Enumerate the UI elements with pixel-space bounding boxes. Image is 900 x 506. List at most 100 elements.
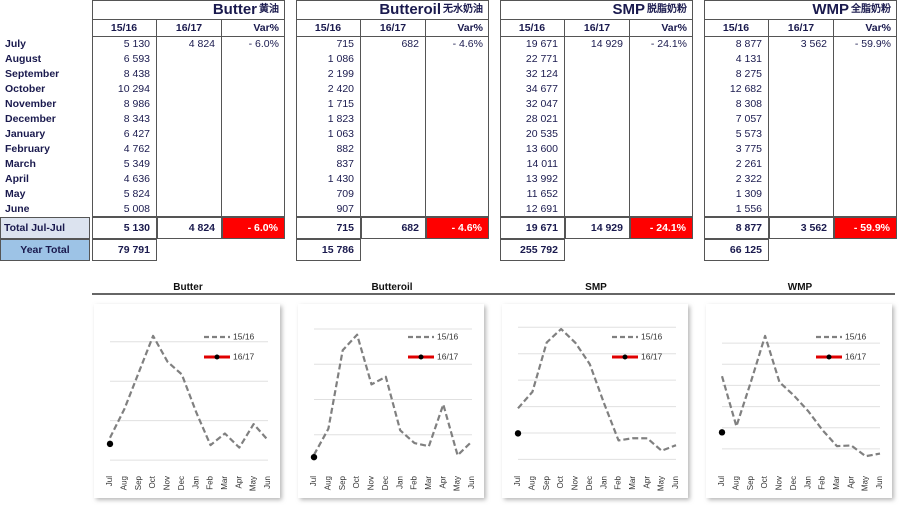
cell — [426, 127, 489, 142]
cell — [361, 52, 426, 67]
cell: 1 556 — [704, 202, 769, 217]
table-frame — [704, 0, 897, 217]
total-cell: 4 824 — [157, 217, 222, 239]
x-tick-label: Aug — [527, 476, 536, 490]
cell — [222, 127, 285, 142]
x-tick-label: Mar — [628, 476, 637, 490]
cell: 4 762 — [92, 142, 157, 157]
cell — [769, 112, 834, 127]
cell: 2 261 — [704, 157, 769, 172]
cell — [834, 112, 897, 127]
cell: 5 573 — [704, 127, 769, 142]
cell — [157, 142, 222, 157]
x-tick-label: Jun — [671, 476, 680, 489]
cell — [361, 187, 426, 202]
chart-title: WMP — [788, 282, 813, 293]
cell: - 4.6% — [452, 38, 483, 51]
x-tick-label: Dec — [789, 476, 798, 490]
cell — [834, 202, 897, 217]
cell: 5 349 — [92, 157, 157, 172]
cell — [834, 67, 897, 82]
table-title: Butter 黄油 — [92, 0, 285, 20]
x-tick-label: May — [249, 476, 258, 491]
legend-dot — [418, 354, 424, 360]
series-line — [720, 334, 881, 458]
cell — [769, 97, 834, 112]
cell: 14 929 — [565, 37, 630, 52]
series-line — [313, 333, 473, 457]
cell: - 59.9% — [854, 38, 891, 51]
column-header: 15/16 — [296, 20, 361, 37]
cell — [769, 127, 834, 142]
cell — [222, 52, 285, 67]
x-tick-label: Mar — [832, 476, 841, 490]
cell — [769, 142, 834, 157]
cell: 32 124 — [500, 67, 565, 82]
chart-title: Butteroil — [371, 282, 412, 293]
cell — [769, 172, 834, 187]
chart-panel — [502, 304, 688, 498]
cell — [222, 97, 285, 112]
cell — [834, 52, 897, 67]
cell — [769, 187, 834, 202]
cell — [630, 82, 693, 97]
cell — [157, 172, 222, 187]
cell — [630, 97, 693, 112]
x-tick-label: Aug — [323, 476, 332, 490]
cell — [157, 202, 222, 217]
cell — [222, 142, 285, 157]
x-tick-label: Jun — [263, 476, 272, 489]
legend-label: 16/17 — [233, 351, 255, 361]
column-header: Var% — [426, 20, 489, 37]
cell — [426, 187, 489, 202]
x-tick-label: Apr — [234, 476, 243, 489]
total-cell: 14 929 — [565, 217, 630, 239]
cell — [157, 187, 222, 202]
row-label: October — [5, 83, 46, 96]
legend-dot — [826, 354, 832, 360]
total-cell: 715 — [296, 217, 361, 239]
cell — [630, 157, 693, 172]
legend-label: 16/17 — [437, 351, 459, 361]
cell — [157, 82, 222, 97]
year-total-cell: 79 791 — [92, 239, 157, 261]
cell: - 24.1% — [650, 38, 687, 51]
x-tick-label: Apr — [642, 476, 651, 489]
cell — [769, 67, 834, 82]
x-tick-label: Apr — [438, 476, 447, 489]
legend-label: 15/16 — [845, 331, 867, 341]
cell: 715 — [296, 37, 361, 52]
total-cell: 3 562 — [769, 217, 834, 239]
cell: 8 877 — [704, 37, 769, 52]
x-tick-label: Oct — [352, 475, 361, 488]
point — [106, 440, 114, 448]
cell — [834, 82, 897, 97]
cell — [157, 52, 222, 67]
table-frame — [92, 0, 285, 217]
chart-panel — [94, 304, 280, 498]
cell — [222, 82, 285, 97]
cell — [565, 142, 630, 157]
cell: 12 691 — [500, 202, 565, 217]
cell: 1 086 — [296, 52, 361, 67]
x-tick-label: Jan — [599, 476, 608, 489]
title-cn: 无水奶油 — [443, 3, 483, 15]
cell: 22 771 — [500, 52, 565, 67]
row-label: February — [5, 143, 50, 156]
cell: 5 008 — [92, 202, 157, 217]
x-tick-label: May — [657, 476, 666, 491]
x-tick-label: Oct — [148, 475, 157, 488]
total-cell: - 24.1% — [630, 217, 693, 239]
cell — [834, 97, 897, 112]
cell: 4 636 — [92, 172, 157, 187]
cell — [426, 112, 489, 127]
x-tick-label: Aug — [119, 476, 128, 490]
cell — [222, 67, 285, 82]
cell — [565, 187, 630, 202]
cell — [630, 142, 693, 157]
cell — [157, 97, 222, 112]
year-total-cell: 15 786 — [296, 239, 361, 261]
x-tick-label: Jul — [309, 476, 318, 486]
cell: 10 294 — [92, 82, 157, 97]
